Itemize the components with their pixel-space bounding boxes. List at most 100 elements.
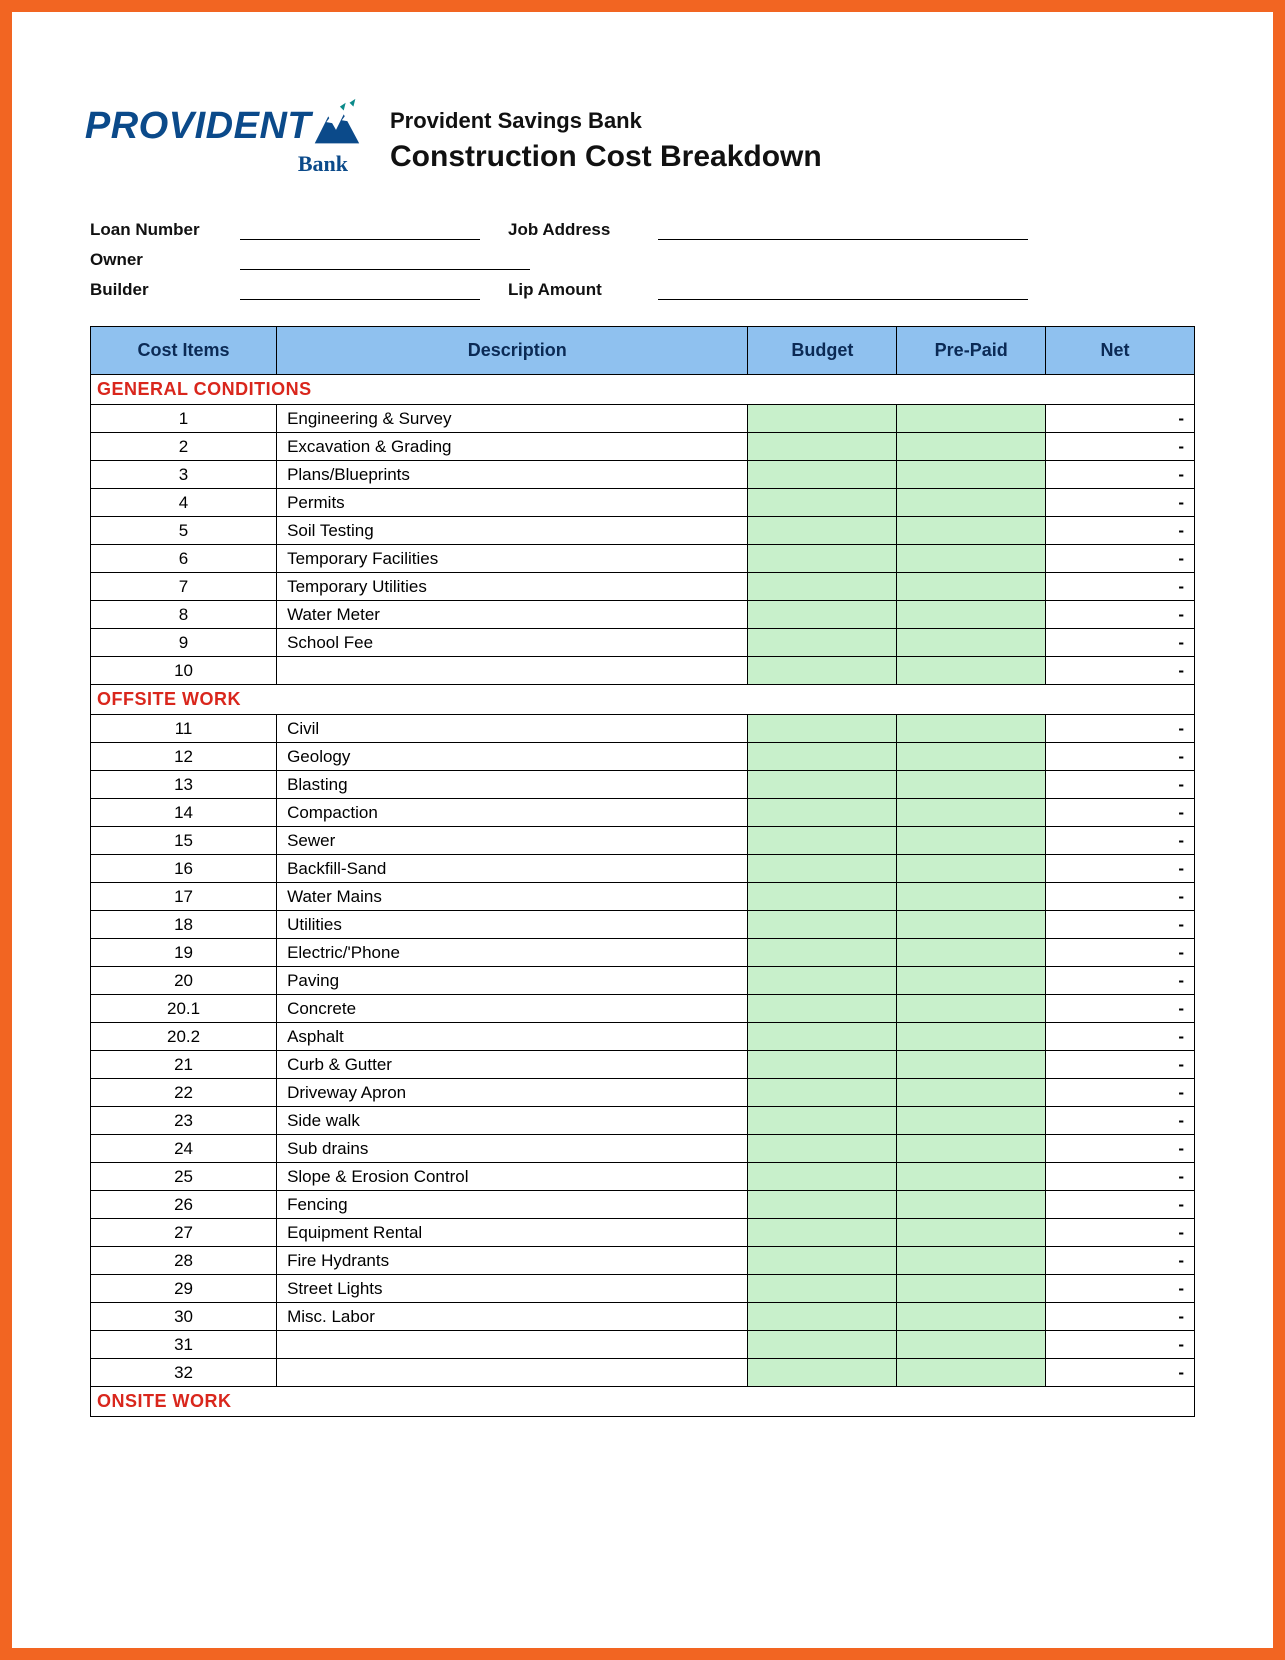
lip-amount-line[interactable]	[658, 280, 1028, 300]
cell-prepaid[interactable]	[897, 517, 1046, 545]
cell-budget[interactable]	[748, 771, 897, 799]
cell-prepaid[interactable]	[897, 657, 1046, 685]
cell-net: -	[1046, 1107, 1195, 1135]
builder-line[interactable]	[240, 280, 480, 300]
cell-item-number: 4	[91, 489, 277, 517]
cell-budget[interactable]	[748, 1219, 897, 1247]
col-header-budget: Budget	[748, 327, 897, 375]
cell-budget[interactable]	[748, 1107, 897, 1135]
cell-description: Misc. Labor	[277, 1303, 748, 1331]
cell-budget[interactable]	[748, 405, 897, 433]
cell-prepaid[interactable]	[897, 799, 1046, 827]
cell-budget[interactable]	[748, 995, 897, 1023]
cell-net: -	[1046, 827, 1195, 855]
cell-item-number: 12	[91, 743, 277, 771]
cell-net: -	[1046, 517, 1195, 545]
cell-budget[interactable]	[748, 1051, 897, 1079]
cell-prepaid[interactable]	[897, 743, 1046, 771]
cell-prepaid[interactable]	[897, 1107, 1046, 1135]
cell-prepaid[interactable]	[897, 1247, 1046, 1275]
cell-budget[interactable]	[748, 1275, 897, 1303]
cell-budget[interactable]	[748, 967, 897, 995]
logo: PROVIDENT Bank	[90, 82, 360, 192]
cell-budget[interactable]	[748, 939, 897, 967]
cell-budget[interactable]	[748, 715, 897, 743]
cell-prepaid[interactable]	[897, 715, 1046, 743]
cell-prepaid[interactable]	[897, 855, 1046, 883]
cell-prepaid[interactable]	[897, 1079, 1046, 1107]
cell-budget[interactable]	[748, 1303, 897, 1331]
cell-prepaid[interactable]	[897, 601, 1046, 629]
cell-prepaid[interactable]	[897, 1135, 1046, 1163]
cell-description: Paving	[277, 967, 748, 995]
cell-budget[interactable]	[748, 1331, 897, 1359]
cell-budget[interactable]	[748, 855, 897, 883]
table-row: 16Backfill-Sand-	[91, 855, 1195, 883]
cell-prepaid[interactable]	[897, 771, 1046, 799]
cell-net: -	[1046, 601, 1195, 629]
cell-budget[interactable]	[748, 743, 897, 771]
cell-net: -	[1046, 1051, 1195, 1079]
cell-budget[interactable]	[748, 489, 897, 517]
cell-prepaid[interactable]	[897, 1163, 1046, 1191]
cell-prepaid[interactable]	[897, 1359, 1046, 1387]
table-row: 5Soil Testing-	[91, 517, 1195, 545]
table-row: 31-	[91, 1331, 1195, 1359]
cell-budget[interactable]	[748, 827, 897, 855]
cell-prepaid[interactable]	[897, 573, 1046, 601]
cell-prepaid[interactable]	[897, 405, 1046, 433]
cell-prepaid[interactable]	[897, 433, 1046, 461]
cell-item-number: 2	[91, 433, 277, 461]
section-header-row: GENERAL CONDITIONS	[91, 375, 1195, 405]
cell-net: -	[1046, 405, 1195, 433]
cell-description: Temporary Utilities	[277, 573, 748, 601]
cell-net: -	[1046, 911, 1195, 939]
cell-budget[interactable]	[748, 911, 897, 939]
cell-prepaid[interactable]	[897, 1331, 1046, 1359]
cell-prepaid[interactable]	[897, 629, 1046, 657]
cell-description: Curb & Gutter	[277, 1051, 748, 1079]
cell-prepaid[interactable]	[897, 545, 1046, 573]
cell-budget[interactable]	[748, 1191, 897, 1219]
cell-budget[interactable]	[748, 517, 897, 545]
cell-budget[interactable]	[748, 573, 897, 601]
cell-budget[interactable]	[748, 1023, 897, 1051]
cell-prepaid[interactable]	[897, 1023, 1046, 1051]
cell-prepaid[interactable]	[897, 883, 1046, 911]
cell-budget[interactable]	[748, 545, 897, 573]
cell-prepaid[interactable]	[897, 967, 1046, 995]
cell-budget[interactable]	[748, 1359, 897, 1387]
cell-prepaid[interactable]	[897, 911, 1046, 939]
owner-line[interactable]	[240, 250, 530, 270]
cell-prepaid[interactable]	[897, 461, 1046, 489]
logo-text-i: I	[195, 105, 206, 148]
section-title: OFFSITE WORK	[91, 685, 1195, 715]
cell-budget[interactable]	[748, 433, 897, 461]
cell-budget[interactable]	[748, 883, 897, 911]
cell-description: Utilities	[277, 911, 748, 939]
cell-budget[interactable]	[748, 1247, 897, 1275]
cell-budget[interactable]	[748, 461, 897, 489]
cell-prepaid[interactable]	[897, 995, 1046, 1023]
cell-budget[interactable]	[748, 799, 897, 827]
cell-prepaid[interactable]	[897, 1275, 1046, 1303]
loan-number-line[interactable]	[240, 220, 480, 240]
cell-budget[interactable]	[748, 1079, 897, 1107]
cell-budget[interactable]	[748, 1163, 897, 1191]
cell-item-number: 1	[91, 405, 277, 433]
cell-budget[interactable]	[748, 629, 897, 657]
cell-prepaid[interactable]	[897, 1303, 1046, 1331]
cell-budget[interactable]	[748, 1135, 897, 1163]
cell-prepaid[interactable]	[897, 489, 1046, 517]
table-row: 29Street Lights-	[91, 1275, 1195, 1303]
cell-prepaid[interactable]	[897, 939, 1046, 967]
table-row: 30Misc. Labor-	[91, 1303, 1195, 1331]
cell-prepaid[interactable]	[897, 827, 1046, 855]
cell-prepaid[interactable]	[897, 1219, 1046, 1247]
cell-prepaid[interactable]	[897, 1051, 1046, 1079]
form-row-1: Loan Number Job Address	[90, 220, 1195, 240]
cell-budget[interactable]	[748, 601, 897, 629]
cell-budget[interactable]	[748, 657, 897, 685]
job-address-line[interactable]	[658, 220, 1028, 240]
cell-prepaid[interactable]	[897, 1191, 1046, 1219]
